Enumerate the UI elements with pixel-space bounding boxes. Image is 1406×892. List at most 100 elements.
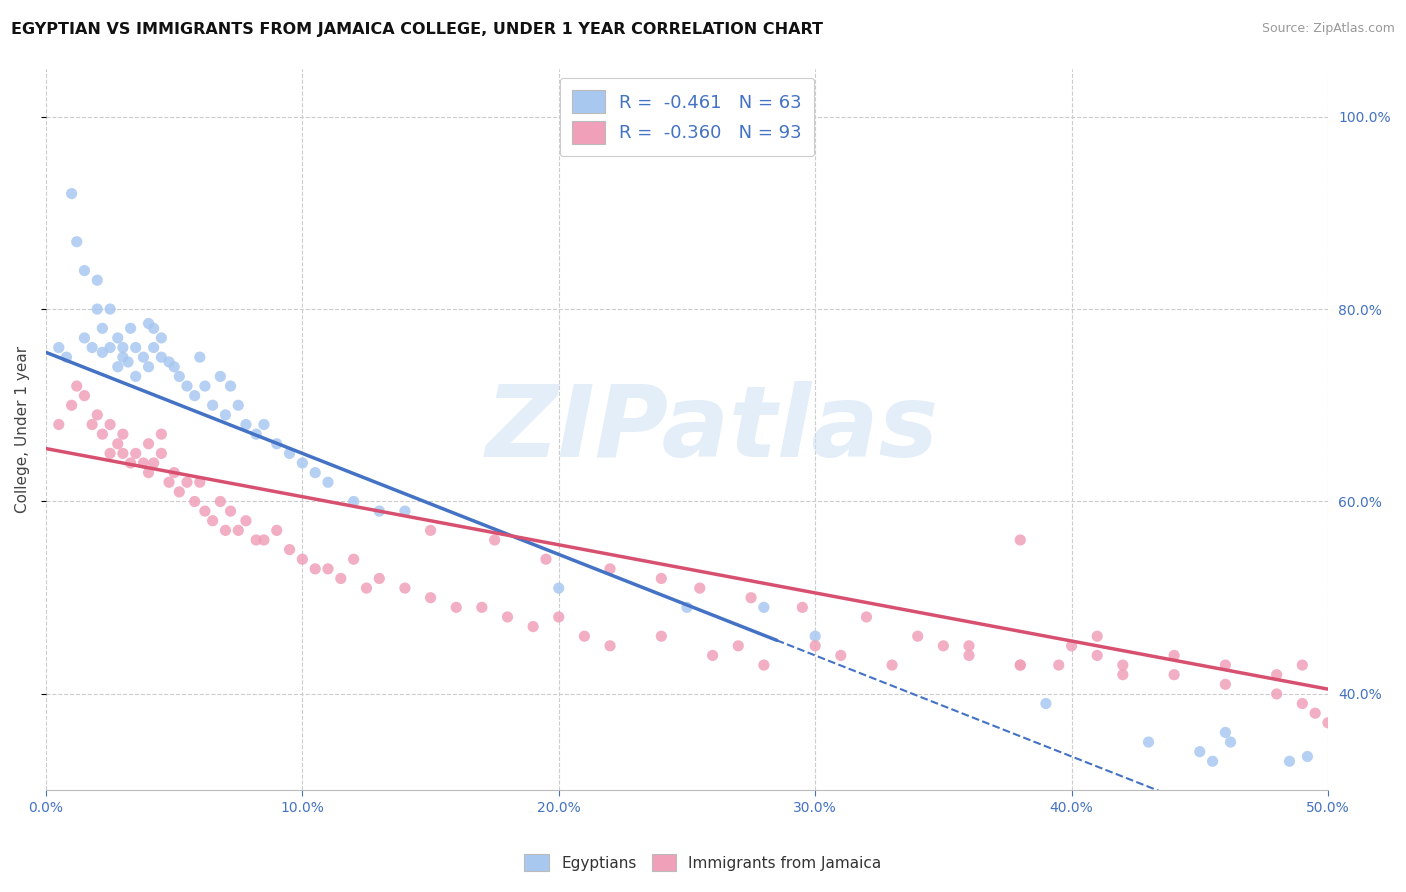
- Point: [60, 186, 83, 201]
- Point: [111, 446, 134, 460]
- Point: [125, 369, 148, 384]
- Point: [278, 542, 301, 557]
- Point: [522, 619, 544, 633]
- Point: [547, 581, 569, 595]
- Point: [73, 389, 96, 403]
- Point: [444, 600, 467, 615]
- Point: [1219, 735, 1241, 749]
- Text: Source: ZipAtlas.com: Source: ZipAtlas.com: [1261, 22, 1395, 36]
- Point: [804, 639, 827, 653]
- Point: [1010, 658, 1032, 673]
- Point: [266, 524, 288, 538]
- Point: [82, 417, 104, 432]
- Point: [1201, 754, 1223, 768]
- Point: [86, 408, 108, 422]
- Point: [689, 581, 711, 595]
- Point: [98, 446, 121, 460]
- Point: [245, 533, 267, 547]
- Point: [48, 417, 70, 432]
- Point: [209, 494, 232, 508]
- Point: [1035, 697, 1057, 711]
- Point: [599, 562, 621, 576]
- Point: [830, 648, 852, 663]
- Point: [343, 494, 366, 508]
- Point: [98, 341, 121, 355]
- Point: [343, 552, 366, 566]
- Point: [150, 331, 173, 345]
- Point: [150, 427, 173, 442]
- Point: [291, 456, 314, 470]
- Point: [163, 359, 186, 374]
- Point: [1137, 735, 1160, 749]
- Point: [219, 379, 242, 393]
- Point: [107, 331, 129, 345]
- Point: [1278, 754, 1301, 768]
- Point: [176, 475, 198, 490]
- Point: [226, 398, 249, 412]
- Point: [111, 427, 134, 442]
- Point: [1085, 629, 1108, 643]
- Point: [183, 494, 205, 508]
- Point: [650, 629, 672, 643]
- Point: [169, 484, 191, 499]
- Point: [132, 456, 155, 470]
- Point: [792, 600, 814, 615]
- Point: [957, 648, 980, 663]
- Point: [107, 359, 129, 374]
- Point: [1112, 667, 1135, 681]
- Point: [1047, 658, 1070, 673]
- Point: [117, 355, 139, 369]
- Point: [1010, 658, 1032, 673]
- Point: [150, 350, 173, 364]
- Point: [266, 436, 288, 450]
- Point: [1316, 715, 1339, 730]
- Point: [1188, 745, 1211, 759]
- Point: [907, 629, 929, 643]
- Point: [484, 533, 506, 547]
- Point: [201, 398, 224, 412]
- Point: [188, 350, 211, 364]
- Point: [1291, 658, 1313, 673]
- Point: [132, 350, 155, 364]
- Point: [60, 398, 83, 412]
- Point: [176, 379, 198, 393]
- Point: [142, 456, 165, 470]
- Point: [534, 552, 557, 566]
- Point: [157, 355, 180, 369]
- Point: [1215, 658, 1237, 673]
- Point: [304, 562, 326, 576]
- Point: [235, 514, 257, 528]
- Point: [496, 610, 519, 624]
- Point: [316, 475, 339, 490]
- Point: [419, 591, 441, 605]
- Point: [98, 417, 121, 432]
- Point: [214, 408, 236, 422]
- Legend: R =  -0.461   N = 63, R =  -0.360   N = 93: R = -0.461 N = 63, R = -0.360 N = 93: [560, 78, 814, 156]
- Point: [55, 350, 77, 364]
- Point: [142, 341, 165, 355]
- Point: [138, 359, 160, 374]
- Point: [226, 524, 249, 538]
- Point: [278, 446, 301, 460]
- Point: [329, 572, 352, 586]
- Point: [138, 436, 160, 450]
- Point: [107, 436, 129, 450]
- Point: [1215, 677, 1237, 691]
- Point: [1215, 725, 1237, 739]
- Point: [66, 235, 89, 249]
- Point: [98, 301, 121, 316]
- Point: [880, 658, 903, 673]
- Point: [91, 427, 114, 442]
- Point: [599, 639, 621, 653]
- Point: [91, 345, 114, 359]
- Point: [650, 572, 672, 586]
- Point: [316, 562, 339, 576]
- Point: [183, 389, 205, 403]
- Point: [73, 263, 96, 277]
- Point: [48, 341, 70, 355]
- Point: [752, 658, 775, 673]
- Point: [291, 552, 314, 566]
- Point: [368, 572, 391, 586]
- Point: [702, 648, 724, 663]
- Point: [142, 321, 165, 335]
